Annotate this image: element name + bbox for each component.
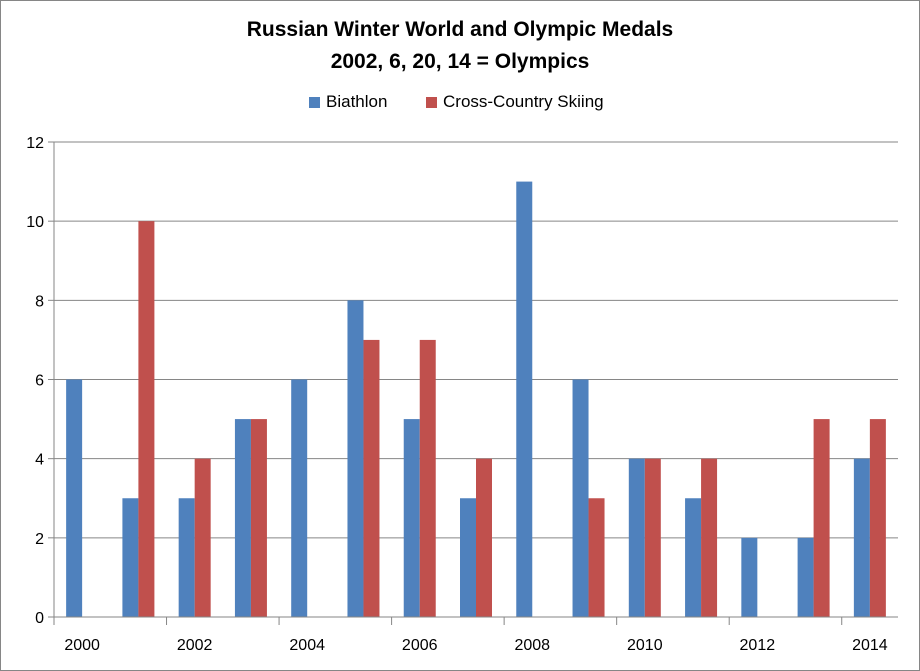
chart-subtitle: 2002, 6, 20, 14 = Olympics <box>330 50 590 73</box>
legend-item-cross-country: Cross-Country Skiing <box>426 92 604 112</box>
legend-label-biathlon: Biathlon <box>326 92 388 111</box>
bar-biathlon-2014 <box>853 458 870 617</box>
tick-labels: 0 2 4 6 8 10 12 2000 2002 2004 2006 2008 2010 2012 201… <box>26 135 888 654</box>
legend-label-cross-country: Cross-Country Skiing <box>443 92 604 111</box>
bar-cross-country-2013 <box>813 419 830 617</box>
bar-biathlon-2010 <box>628 458 645 617</box>
x-tick-label: 2012 <box>740 637 776 654</box>
x-tick-label: 2014 <box>852 637 888 654</box>
bar-biathlon-2007 <box>460 498 476 617</box>
y-tick-label: 0 <box>35 610 44 627</box>
x-tick-label: 2004 <box>289 637 325 654</box>
bar-biathlon-2000 <box>66 379 83 617</box>
legend-swatch-biathlon <box>309 96 320 108</box>
bar-cross-country-2007 <box>476 458 492 617</box>
bar-biathlon-2003 <box>234 419 251 617</box>
bar-biathlon-2008 <box>516 181 533 618</box>
bar-biathlon-2006 <box>403 419 420 617</box>
bar-biathlon-2013 <box>797 537 814 617</box>
bar-cross-country-2010 <box>644 458 661 617</box>
bar-biathlon-2005 <box>347 300 364 617</box>
bar-cross-country-2002 <box>194 458 211 617</box>
y-tick-label: 2 <box>35 531 44 548</box>
y-tick-label: 10 <box>26 214 44 231</box>
bar-biathlon-2001 <box>122 498 139 617</box>
bar-biathlon-2004 <box>291 379 308 617</box>
y-tick-label: 6 <box>35 373 44 390</box>
y-tick-label: 4 <box>35 452 44 469</box>
bar-cross-country-2014 <box>869 419 886 617</box>
bar-cross-country-2011 <box>701 458 718 617</box>
axes <box>48 141 898 625</box>
bars <box>66 181 886 618</box>
x-tick-label: 2006 <box>402 637 438 654</box>
bar-biathlon-2011 <box>685 498 702 617</box>
chart-title: Russian Winter World and Olympic Medals <box>246 18 674 41</box>
legend-swatch-cross-country <box>426 96 437 108</box>
bar-biathlon-2012 <box>741 537 758 617</box>
legend-item-biathlon: Biathlon <box>309 92 387 112</box>
x-tick-label: 2008 <box>514 637 550 654</box>
bar-cross-country-2005 <box>363 339 380 617</box>
bar-cross-country-2003 <box>250 419 267 617</box>
x-tick-label: 2010 <box>627 637 663 654</box>
legend: Biathlon Cross-Country Skiing <box>0 92 920 116</box>
y-tick-label: 8 <box>35 293 44 310</box>
bar-biathlon-2002 <box>178 498 195 617</box>
x-tick-label: 2000 <box>64 637 100 654</box>
bar-cross-country-2001 <box>138 221 155 617</box>
bar-cross-country-2009 <box>588 498 605 617</box>
bar-biathlon-2009 <box>572 379 589 617</box>
y-tick-label: 12 <box>26 135 44 152</box>
x-tick-label: 2002 <box>177 637 213 654</box>
bar-cross-country-2006 <box>419 339 436 617</box>
